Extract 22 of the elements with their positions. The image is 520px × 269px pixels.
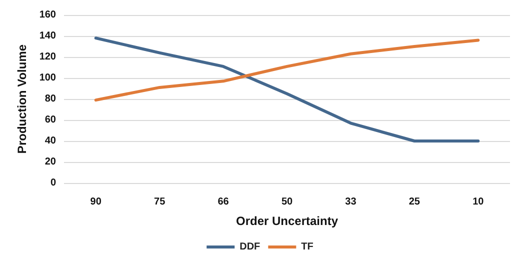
y-tick-label: 100 [39,72,56,84]
x-tick-label: 50 [281,196,293,208]
x-tick-label: 66 [218,196,230,208]
x-tick-label: 25 [408,196,420,208]
y-tick-label: 140 [39,30,56,42]
y-tick-label: 60 [44,114,56,126]
x-tick-label: 75 [154,196,166,208]
y-tick-label: 20 [44,156,56,168]
y-tick-label: 80 [44,94,56,104]
y-axis-title: Production Volume [15,44,29,154]
y-tick-label: 120 [39,52,56,62]
y-tick-label: 160 [39,10,56,20]
x-tick-label: 10 [472,196,484,208]
y-tick-label: 0 [50,178,56,188]
line-series [94,36,480,142]
line-series [94,38,480,102]
x-tick-label: 90 [90,196,102,208]
y-tick-label: 40 [44,136,56,146]
legend-label: DDF [240,242,260,252]
legend-label: TF [301,242,314,252]
x-tick-label: 33 [345,196,357,208]
x-axis-title: Order Uncertainty [236,214,338,228]
